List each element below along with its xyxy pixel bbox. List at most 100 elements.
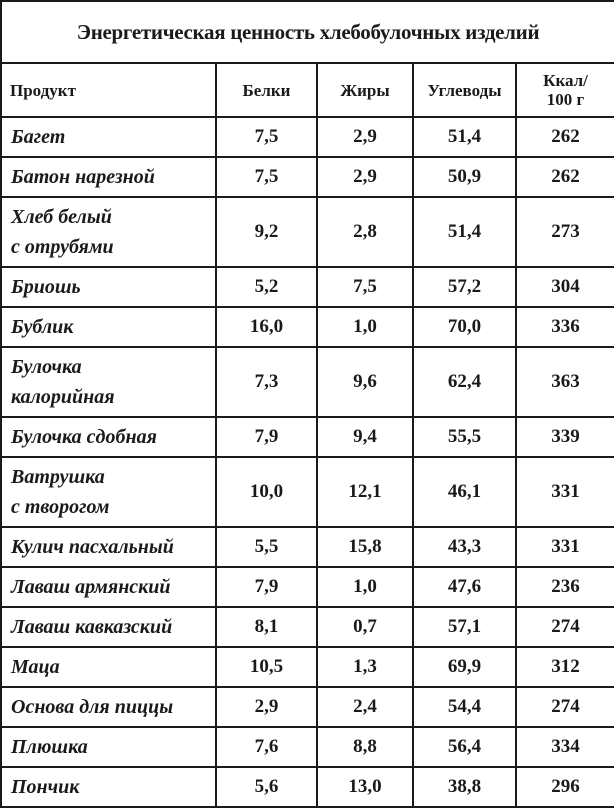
table-row: Бублик 16,0 1,0 70,0 336 — [0, 306, 614, 348]
table-row: Батон нарезной 7,5 2,9 50,9 262 — [0, 156, 614, 198]
fat-value: 9,4 — [316, 416, 414, 458]
protein-value: 7,3 — [215, 346, 318, 418]
header-kcal-line2: 100 г — [546, 90, 585, 109]
protein-value: 5,6 — [215, 766, 318, 808]
carbs-value: 57,2 — [412, 266, 517, 308]
header-row: Продукт Белки Жиры Углеводы Ккал/ 100 г — [0, 62, 614, 118]
product-name-line2: с отрубями — [11, 236, 114, 258]
fat-value: 8,8 — [316, 726, 414, 768]
kcal-value: 334 — [514, 726, 614, 768]
product-name: Бриошь — [0, 266, 217, 308]
table-row: Кулич пасхальный 5,5 15,8 43,3 331 — [0, 526, 614, 568]
table-row: Булочка калорийная 7,3 9,6 62,4 363 — [0, 346, 614, 418]
table-row: Маца 10,5 1,3 69,9 312 — [0, 646, 614, 688]
product-name: Булочка калорийная — [0, 346, 217, 418]
header-protein: Белки — [215, 62, 318, 118]
protein-value: 16,0 — [215, 306, 318, 348]
product-name: Кулич пасхальный — [0, 526, 217, 568]
header-fat: Жиры — [316, 62, 414, 118]
product-name: Пончик — [0, 766, 217, 808]
carbs-value: 38,8 — [412, 766, 517, 808]
protein-value: 5,5 — [215, 526, 318, 568]
carbs-value: 43,3 — [412, 526, 517, 568]
product-name: Бублик — [0, 306, 217, 348]
carbs-value: 62,4 — [412, 346, 517, 418]
kcal-value: 304 — [514, 266, 614, 308]
protein-value: 7,5 — [215, 156, 318, 198]
fat-value: 15,8 — [316, 526, 414, 568]
table-row: Лаваш армянский 7,9 1,0 47,6 236 — [0, 566, 614, 608]
product-name: Основа для пиццы — [0, 686, 217, 728]
carbs-value: 70,0 — [412, 306, 517, 348]
product-name-line2: калорийная — [11, 386, 115, 408]
product-name: Лаваш армянский — [0, 566, 217, 608]
kcal-value: 274 — [514, 606, 614, 648]
kcal-value: 339 — [514, 416, 614, 458]
kcal-value: 331 — [514, 456, 614, 528]
fat-value: 2,8 — [316, 196, 414, 268]
fat-value: 7,5 — [316, 266, 414, 308]
kcal-value: 236 — [514, 566, 614, 608]
protein-value: 7,5 — [215, 116, 318, 158]
fat-value: 12,1 — [316, 456, 414, 528]
carbs-value: 50,9 — [412, 156, 517, 198]
fat-value: 1,3 — [316, 646, 414, 688]
kcal-value: 274 — [514, 686, 614, 728]
kcal-value: 331 — [514, 526, 614, 568]
carbs-value: 51,4 — [412, 116, 517, 158]
protein-value: 10,0 — [215, 456, 318, 528]
table-title: Энергетическая ценность хлебобулочных из… — [0, 0, 614, 64]
product-name-line1: Ватрушка — [11, 466, 105, 488]
table-row: Булочка сдобная 7,9 9,4 55,5 339 — [0, 416, 614, 458]
fat-value: 1,0 — [316, 306, 414, 348]
product-name: Лаваш кавказский — [0, 606, 217, 648]
table-row: Ватрушка с творогом 10,0 12,1 46,1 331 — [0, 456, 614, 528]
carbs-value: 56,4 — [412, 726, 517, 768]
table-row: Основа для пиццы 2,9 2,4 54,4 274 — [0, 686, 614, 728]
kcal-value: 273 — [514, 196, 614, 268]
protein-value: 8,1 — [215, 606, 318, 648]
header-kcal: Ккал/ 100 г — [514, 62, 614, 118]
protein-value: 10,5 — [215, 646, 318, 688]
table-row: Багет 7,5 2,9 51,4 262 — [0, 116, 614, 158]
product-name: Хлеб белый с отрубями — [0, 196, 217, 268]
product-name: Маца — [0, 646, 217, 688]
fat-value: 13,0 — [316, 766, 414, 808]
protein-value: 9,2 — [215, 196, 318, 268]
product-name: Багет — [0, 116, 217, 158]
table-row: Хлеб белый с отрубями 9,2 2,8 51,4 273 — [0, 196, 614, 268]
fat-value: 9,6 — [316, 346, 414, 418]
kcal-value: 262 — [514, 116, 614, 158]
protein-value: 7,9 — [215, 566, 318, 608]
kcal-value: 336 — [514, 306, 614, 348]
protein-value: 2,9 — [215, 686, 318, 728]
table-row: Лаваш кавказский 8,1 0,7 57,1 274 — [0, 606, 614, 648]
header-kcal-line1: Ккал/ — [543, 71, 588, 90]
product-name: Плюшка — [0, 726, 217, 768]
header-carbs: Углеводы — [412, 62, 517, 118]
carbs-value: 51,4 — [412, 196, 517, 268]
kcal-value: 262 — [514, 156, 614, 198]
protein-value: 5,2 — [215, 266, 318, 308]
carbs-value: 47,6 — [412, 566, 517, 608]
carbs-value: 46,1 — [412, 456, 517, 528]
table-row: Пончик 5,6 13,0 38,8 296 — [0, 766, 614, 808]
carbs-value: 57,1 — [412, 606, 517, 648]
header-product: Продукт — [0, 62, 217, 118]
kcal-value: 296 — [514, 766, 614, 808]
carbs-value: 55,5 — [412, 416, 517, 458]
fat-value: 2,9 — [316, 116, 414, 158]
product-name: Батон нарезной — [0, 156, 217, 198]
fat-value: 2,9 — [316, 156, 414, 198]
carbs-value: 69,9 — [412, 646, 517, 688]
protein-value: 7,6 — [215, 726, 318, 768]
table-row: Бриошь 5,2 7,5 57,2 304 — [0, 266, 614, 308]
protein-value: 7,9 — [215, 416, 318, 458]
table-row: Плюшка 7,6 8,8 56,4 334 — [0, 726, 614, 768]
fat-value: 1,0 — [316, 566, 414, 608]
product-name-line2: с творогом — [11, 496, 110, 518]
product-name-line1: Булочка — [11, 356, 82, 378]
product-name: Ватрушка с творогом — [0, 456, 217, 528]
fat-value: 0,7 — [316, 606, 414, 648]
